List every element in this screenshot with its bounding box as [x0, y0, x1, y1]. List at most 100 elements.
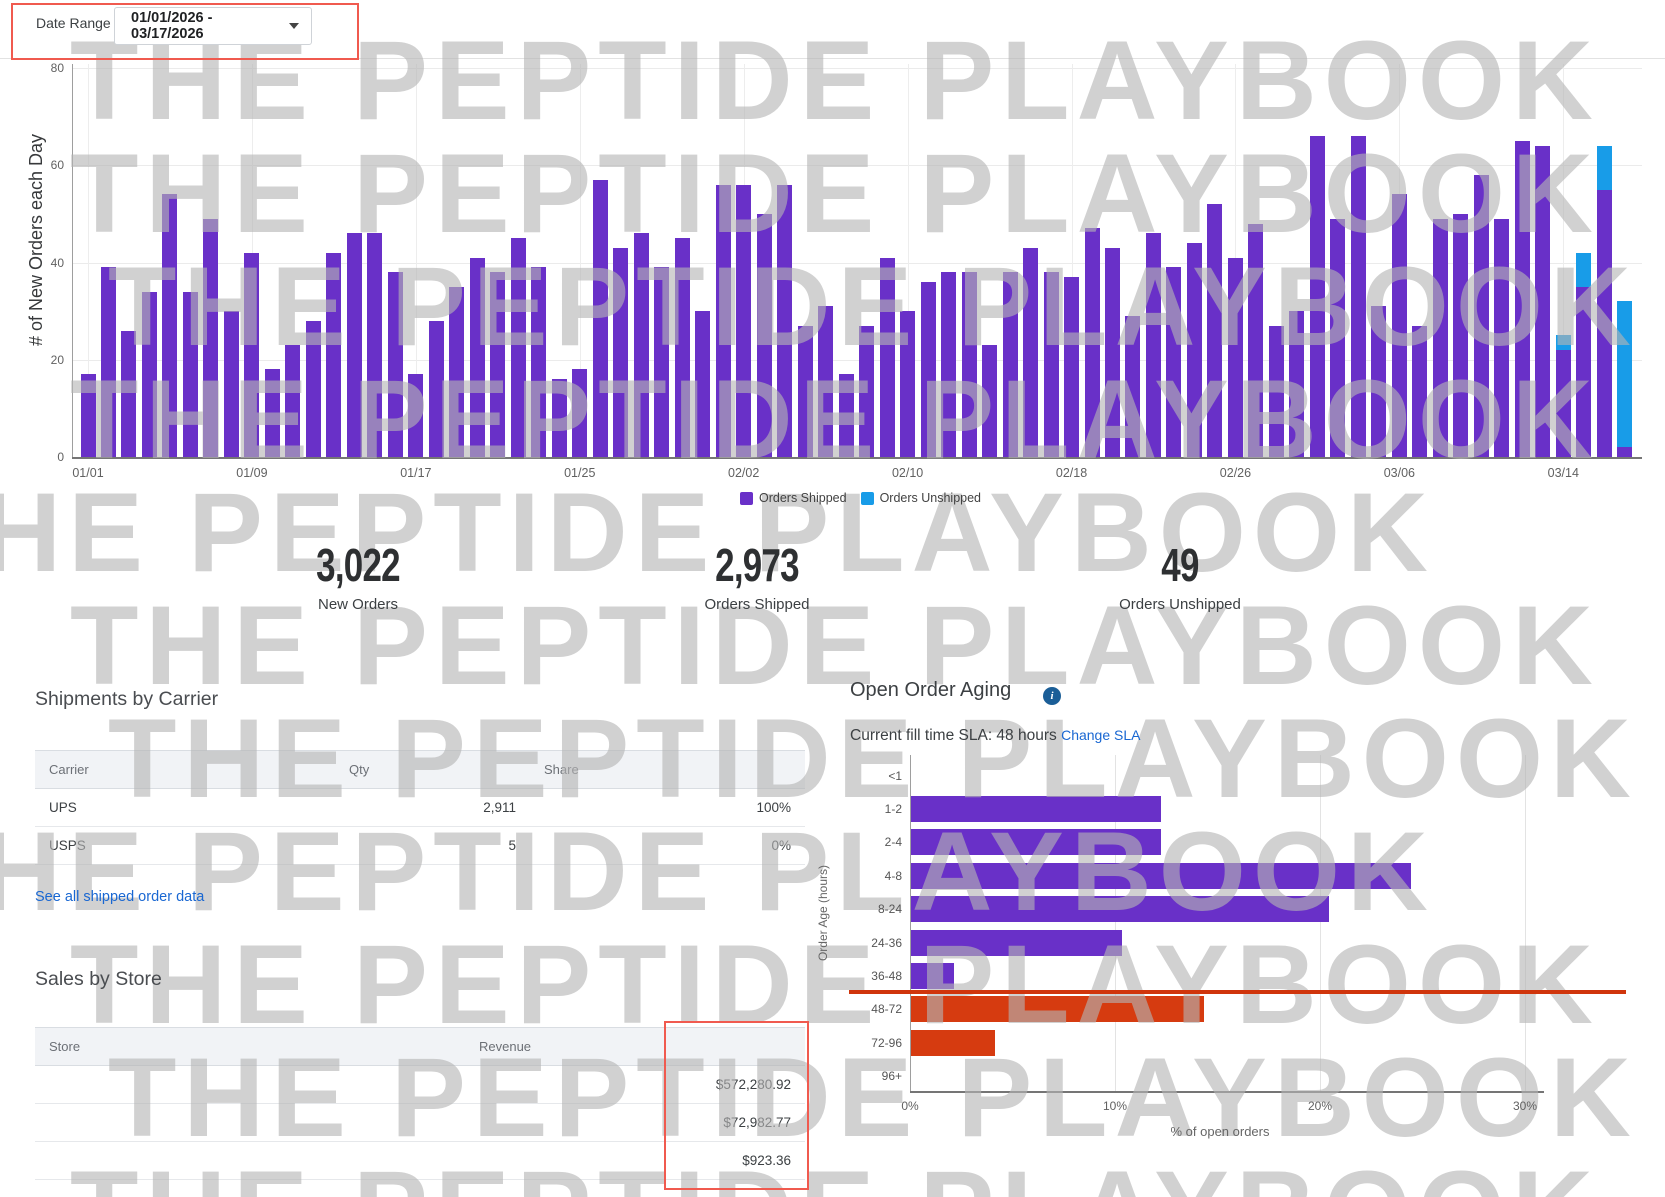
main-chart-bar: [264, 369, 280, 457]
main-chart-bar: [428, 321, 444, 457]
shipped-bar-segment: [346, 233, 362, 457]
shipped-bar-segment: [223, 311, 239, 457]
shipped-bar-segment: [1576, 287, 1592, 457]
stat-label: Orders Unshipped: [1119, 596, 1241, 613]
shipped-bar-segment: [736, 185, 752, 457]
shipped-bar-segment: [1473, 175, 1489, 457]
shipped-bar-segment: [285, 345, 301, 457]
carrier-section-title: Shipments by Carrier: [35, 688, 219, 710]
main-chart-bar: [1227, 258, 1243, 457]
aging-y-axis: [910, 755, 911, 1091]
stat-label: New Orders: [317, 596, 399, 613]
main-chart-bar: [756, 214, 772, 457]
shipped-bar-segment: [1186, 243, 1202, 457]
shipped-bar-segment: [1227, 258, 1243, 457]
stat-orders-unshipped: 49 Orders Unshipped: [1030, 538, 1330, 613]
aging-category-label: 48-72: [871, 1002, 902, 1017]
shipped-bar-segment: [1596, 190, 1612, 457]
main-chart-bar: [531, 267, 547, 457]
main-chart-bar: [1125, 316, 1141, 457]
date-range-select[interactable]: 01/01/2026 - 03/17/2026: [114, 7, 312, 45]
main-chart-bar: [1023, 248, 1039, 457]
sales-table-header: Store Revenue: [35, 1027, 805, 1066]
main-chart-bar: [920, 282, 936, 457]
main-chart-bar: [961, 272, 977, 457]
aging-category-label: 2-4: [884, 835, 902, 850]
main-chart-bar: [1371, 306, 1387, 457]
shipped-bar-segment: [1248, 224, 1264, 457]
main-chart-bar: [900, 311, 916, 457]
main-chart-bar: [408, 374, 424, 457]
shipped-bar-segment: [551, 379, 567, 457]
store-revenue: $923.36: [742, 1153, 791, 1168]
aging-category-label: 4-8: [884, 868, 902, 883]
aging-category-label: <1: [888, 768, 902, 783]
aging-bar: [911, 929, 1122, 956]
change-sla-link[interactable]: Change SLA: [1061, 727, 1141, 743]
main-chart-bar: [1268, 326, 1284, 457]
shipped-bar-segment: [1105, 248, 1120, 457]
shipped-bar-segment: [1535, 146, 1551, 457]
main-chart-bar: [285, 345, 301, 457]
aging-x-axis-title: % of open orders: [1170, 1124, 1270, 1139]
shipped-bar-segment: [1391, 194, 1407, 457]
main-chart-bar: [551, 379, 567, 457]
legend-item-orders-unshipped[interactable]: Orders Unshipped: [860, 491, 981, 505]
x-tick-label: 03/06: [1383, 466, 1415, 480]
main-chart-bar: [1412, 326, 1428, 457]
main-chart-plot: [72, 64, 1642, 457]
main-chart-bar: [1207, 204, 1223, 457]
shipped-bar-segment: [1023, 248, 1039, 457]
main-chart-bar: [838, 374, 854, 457]
legend-label: Orders Shipped: [759, 491, 847, 505]
carrier-table: Carrier Qty Share UPS 2,911 100% USPS 5 …: [35, 750, 805, 865]
main-chart-bar: [797, 326, 813, 457]
shipped-bar-segment: [1145, 233, 1161, 457]
carrier-table-header: Carrier Qty Share: [35, 750, 805, 789]
col-revenue: Revenue: [479, 1039, 532, 1054]
sla-threshold-line: [849, 990, 1626, 994]
shipped-bar-segment: [531, 267, 547, 457]
x-tick-label: 01/17: [400, 466, 432, 480]
aging-x-tick-label: 0%: [901, 1099, 919, 1113]
y-tick-label: 0: [57, 450, 64, 464]
shipped-bar-segment: [80, 374, 96, 457]
main-chart-bar: [613, 248, 629, 457]
main-chart-bar: [387, 272, 403, 457]
main-chart-bar: [1084, 228, 1100, 457]
shipped-bar-segment: [100, 267, 116, 457]
main-chart-bar: [100, 267, 116, 457]
aging-category-label: 72-96: [871, 1035, 902, 1050]
main-chart-bar: [305, 321, 321, 457]
col-store: Store: [49, 1039, 81, 1054]
main-chart-bar: [1330, 219, 1346, 457]
main-chart-bar: [244, 253, 260, 457]
shipped-bar-segment: [1412, 326, 1428, 457]
stat-value: 3,022: [316, 539, 400, 591]
shipped-bar-segment: [244, 253, 260, 457]
shipped-bar-segment: [182, 292, 198, 457]
info-icon[interactable]: i: [1043, 687, 1061, 705]
shipped-bar-segment: [900, 311, 916, 457]
x-tick-label: 03/14: [1547, 466, 1579, 480]
see-all-shipped-link[interactable]: See all shipped order data: [35, 889, 205, 905]
main-chart-bar: [1064, 277, 1080, 457]
shipped-bar-segment: [1453, 214, 1469, 457]
shipped-bar-segment: [305, 321, 321, 457]
col-carrier: Carrier: [49, 762, 89, 777]
main-chart-bar: [141, 292, 157, 457]
shipped-bar-segment: [1432, 219, 1448, 457]
aging-x-tick-label: 20%: [1307, 1099, 1333, 1113]
x-tick-label: 02/18: [1055, 466, 1088, 480]
main-chart-bar: [941, 272, 957, 457]
main-chart-bar: [449, 287, 465, 457]
shipped-bar-segment: [428, 321, 444, 457]
stat-new-orders: 3,022 New Orders: [208, 538, 508, 613]
y-tick-label: 40: [50, 255, 64, 270]
legend-item-orders-shipped[interactable]: Orders Shipped: [740, 491, 847, 505]
main-chart-bar: [162, 194, 178, 457]
shipped-bar-segment: [1350, 136, 1366, 457]
top-divider: [0, 58, 1665, 59]
main-chart-bar: [736, 185, 752, 457]
